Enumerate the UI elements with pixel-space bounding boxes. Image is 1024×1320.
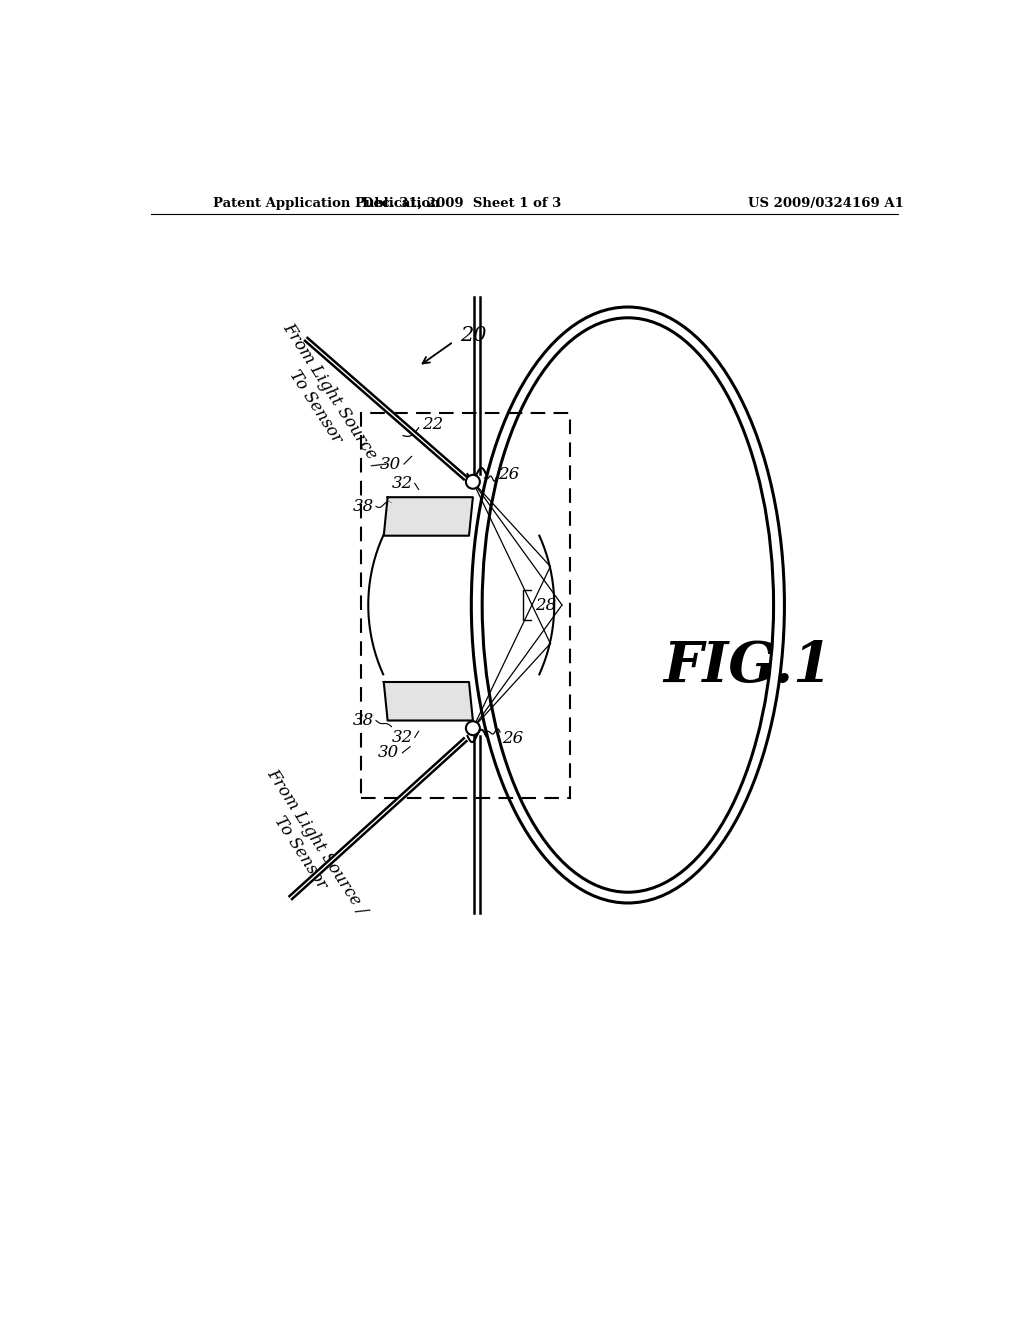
Text: 38: 38 — [353, 711, 375, 729]
Circle shape — [466, 721, 480, 735]
Polygon shape — [305, 338, 466, 479]
Text: 30: 30 — [380, 457, 400, 474]
Text: Dec. 31, 2009  Sheet 1 of 3: Dec. 31, 2009 Sheet 1 of 3 — [361, 197, 561, 210]
Text: 32: 32 — [392, 475, 414, 492]
Bar — [360, 412, 569, 797]
Text: 28: 28 — [535, 597, 556, 614]
Text: 38: 38 — [353, 498, 375, 515]
Text: 30: 30 — [378, 744, 399, 762]
Text: FIG.1: FIG.1 — [664, 639, 833, 694]
Text: US 2009/0324169 A1: US 2009/0324169 A1 — [748, 197, 903, 210]
Text: 26: 26 — [503, 730, 523, 747]
Circle shape — [466, 475, 480, 488]
Text: 26: 26 — [499, 466, 520, 483]
Text: 22: 22 — [423, 416, 443, 433]
Text: Patent Application Publication: Patent Application Publication — [213, 197, 440, 210]
Polygon shape — [290, 738, 466, 899]
Text: 20: 20 — [460, 326, 486, 345]
Polygon shape — [384, 498, 473, 536]
Polygon shape — [384, 682, 473, 721]
Text: 32: 32 — [392, 729, 414, 746]
Text: From Light Source /
To Sensor: From Light Source / To Sensor — [262, 319, 386, 482]
Text: From Light Source /
To Sensor: From Light Source / To Sensor — [247, 766, 371, 929]
